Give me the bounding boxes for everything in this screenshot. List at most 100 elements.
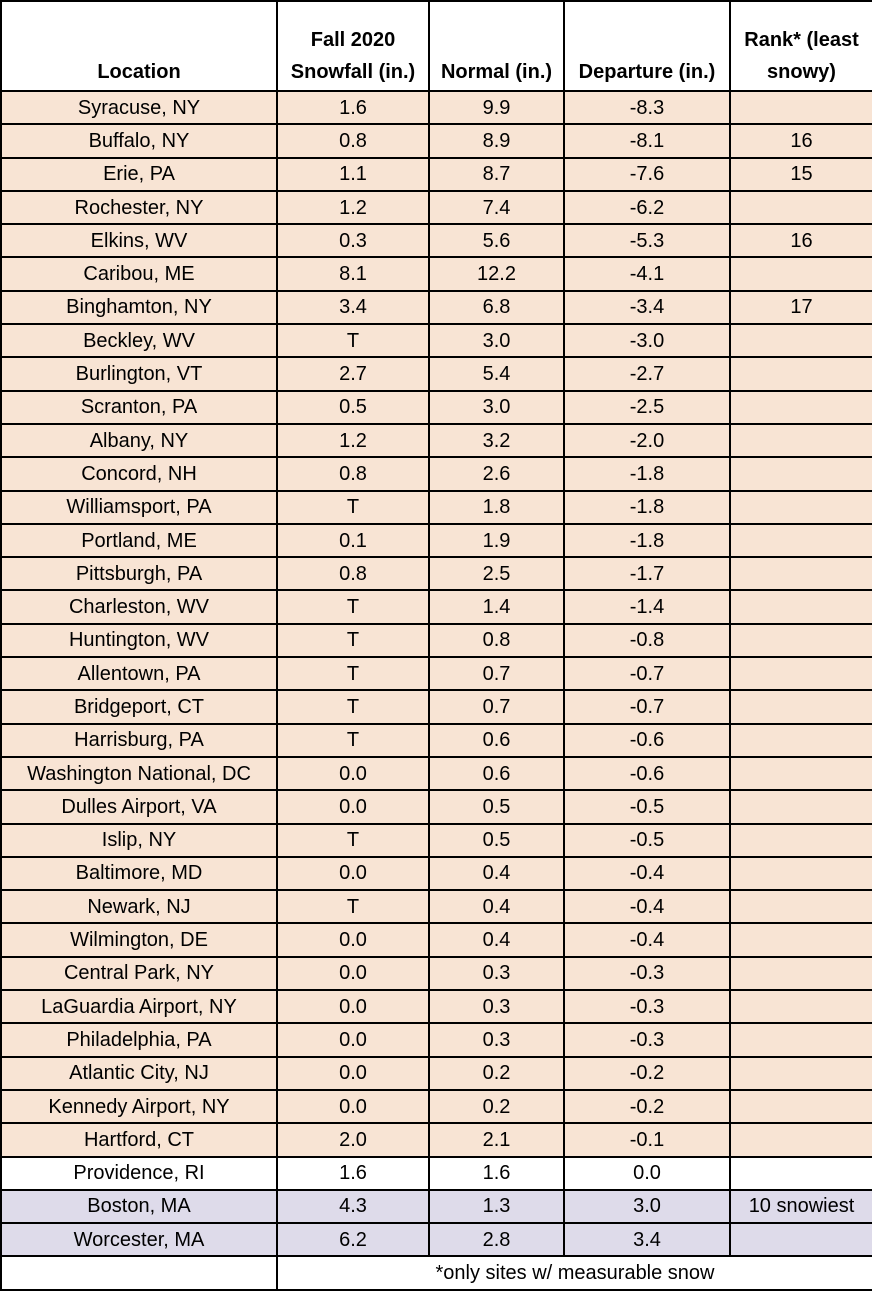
normal-cell: 0.3 bbox=[428, 1022, 565, 1058]
table-row: Baltimore, MD 0.0 0.4 -0.4 bbox=[0, 855, 872, 892]
snowfall-cell: 1.2 bbox=[276, 422, 430, 459]
departure-cell: -0.4 bbox=[563, 922, 731, 958]
rank-cell bbox=[729, 323, 872, 359]
normal-cell: 0.3 bbox=[428, 989, 565, 1025]
normal-cell: 2.6 bbox=[428, 456, 565, 492]
snowfall-cell: 3.4 bbox=[276, 289, 430, 326]
rank-cell: 16 bbox=[729, 223, 872, 259]
rank-cell bbox=[729, 822, 872, 858]
snowfall-cell: 0.0 bbox=[276, 855, 430, 892]
normal-cell: 0.7 bbox=[428, 656, 565, 692]
snowfall-cell: 0.3 bbox=[276, 223, 430, 259]
header-normal-label: Normal (in.) bbox=[440, 61, 553, 83]
normal-cell: 5.4 bbox=[428, 356, 565, 392]
rank-cell bbox=[729, 89, 872, 126]
table-row: Burlington, VT 2.7 5.4 -2.7 bbox=[0, 356, 872, 392]
rank-cell bbox=[729, 855, 872, 892]
normal-cell: 6.8 bbox=[428, 289, 565, 326]
departure-cell: -0.3 bbox=[563, 1022, 731, 1058]
table-row: Dulles Airport, VA 0.0 0.5 -0.5 bbox=[0, 789, 872, 825]
snowfall-cell: 2.7 bbox=[276, 356, 430, 392]
table-row: Washington National, DC 0.0 0.6 -0.6 bbox=[0, 755, 872, 792]
rank-cell bbox=[729, 389, 872, 425]
normal-cell: 0.4 bbox=[428, 855, 565, 892]
rank-cell bbox=[729, 955, 872, 992]
rank-cell bbox=[729, 922, 872, 958]
snowfall-cell: 0.0 bbox=[276, 1055, 430, 1091]
rank-cell bbox=[729, 722, 872, 758]
location-cell: Islip, NY bbox=[0, 822, 278, 858]
normal-cell: 1.8 bbox=[428, 489, 565, 525]
rank-cell: 10 snowiest bbox=[729, 1188, 872, 1225]
normal-cell: 1.9 bbox=[428, 522, 565, 559]
location-cell: Newark, NJ bbox=[0, 889, 278, 925]
table-row: Boston, MA 4.3 1.3 3.0 10 snowiest bbox=[0, 1188, 872, 1225]
departure-cell: -0.2 bbox=[563, 1088, 731, 1125]
location-cell: Huntington, WV bbox=[0, 622, 278, 659]
snowfall-cell: 0.5 bbox=[276, 389, 430, 425]
table-row: Atlantic City, NJ 0.0 0.2 -0.2 bbox=[0, 1055, 872, 1091]
location-cell: Scranton, PA bbox=[0, 389, 278, 425]
departure-cell: -0.8 bbox=[563, 622, 731, 659]
departure-cell: 3.4 bbox=[563, 1222, 731, 1258]
departure-cell: -0.1 bbox=[563, 1122, 731, 1158]
location-cell: Harrisburg, PA bbox=[0, 722, 278, 758]
rank-cell bbox=[729, 622, 872, 659]
snowfall-cell: 1.6 bbox=[276, 1155, 430, 1191]
normal-cell: 0.6 bbox=[428, 755, 565, 792]
rank-cell bbox=[729, 689, 872, 725]
normal-cell: 0.8 bbox=[428, 622, 565, 659]
normal-cell: 0.2 bbox=[428, 1088, 565, 1125]
table-row: Providence, RI 1.6 1.6 0.0 bbox=[0, 1155, 872, 1191]
table-row: Pittsburgh, PA 0.8 2.5 -1.7 bbox=[0, 556, 872, 592]
normal-cell: 0.4 bbox=[428, 889, 565, 925]
departure-cell: -0.3 bbox=[563, 955, 731, 992]
snowfall-cell: 0.8 bbox=[276, 556, 430, 592]
normal-cell: 0.4 bbox=[428, 922, 565, 958]
departure-cell: -0.6 bbox=[563, 722, 731, 758]
footnote-row: *only sites w/ measurable snow bbox=[0, 1255, 872, 1291]
rank-cell bbox=[729, 422, 872, 459]
snowfall-cell: 0.0 bbox=[276, 955, 430, 992]
location-cell: Dulles Airport, VA bbox=[0, 789, 278, 825]
location-cell: Kennedy Airport, NY bbox=[0, 1088, 278, 1125]
location-cell: Allentown, PA bbox=[0, 656, 278, 692]
departure-cell: -1.8 bbox=[563, 522, 731, 559]
rank-cell bbox=[729, 356, 872, 392]
snowfall-cell: 8.1 bbox=[276, 256, 430, 292]
location-cell: Baltimore, MD bbox=[0, 855, 278, 892]
departure-cell: -8.1 bbox=[563, 123, 731, 159]
header-normal: Normal (in.) bbox=[428, 0, 565, 92]
table-row: Erie, PA 1.1 8.7 -7.6 15 bbox=[0, 156, 872, 192]
footnote-empty-cell-1 bbox=[0, 1255, 278, 1291]
rank-cell: 17 bbox=[729, 289, 872, 326]
normal-cell: 1.6 bbox=[428, 1155, 565, 1191]
table-row: Central Park, NY 0.0 0.3 -0.3 bbox=[0, 955, 872, 992]
rank-cell bbox=[729, 1122, 872, 1158]
departure-cell: -0.3 bbox=[563, 989, 731, 1025]
location-cell: Burlington, VT bbox=[0, 356, 278, 392]
departure-cell: -3.4 bbox=[563, 289, 731, 326]
snowfall-cell: 0.0 bbox=[276, 755, 430, 792]
location-cell: Charleston, WV bbox=[0, 589, 278, 625]
normal-cell: 3.0 bbox=[428, 323, 565, 359]
location-cell: Elkins, WV bbox=[0, 223, 278, 259]
departure-cell: -0.4 bbox=[563, 855, 731, 892]
location-cell: Hartford, CT bbox=[0, 1122, 278, 1158]
rank-cell bbox=[729, 755, 872, 792]
departure-cell: -4.1 bbox=[563, 256, 731, 292]
snowfall-cell: 1.2 bbox=[276, 189, 430, 226]
departure-cell: -0.5 bbox=[563, 789, 731, 825]
normal-cell: 8.9 bbox=[428, 123, 565, 159]
table-row: Beckley, WV T 3.0 -3.0 bbox=[0, 323, 872, 359]
footnote: *only sites w/ measurable snow bbox=[276, 1255, 872, 1291]
location-cell: Worcester, MA bbox=[0, 1222, 278, 1258]
snowfall-cell: 0.0 bbox=[276, 922, 430, 958]
snowfall-cell: 0.0 bbox=[276, 989, 430, 1025]
normal-cell: 1.3 bbox=[428, 1188, 565, 1225]
table-row: Charleston, WV T 1.4 -1.4 bbox=[0, 589, 872, 625]
table-row: Williamsport, PA T 1.8 -1.8 bbox=[0, 489, 872, 525]
departure-cell: -0.7 bbox=[563, 656, 731, 692]
rank-cell bbox=[729, 656, 872, 692]
location-cell: Portland, ME bbox=[0, 522, 278, 559]
